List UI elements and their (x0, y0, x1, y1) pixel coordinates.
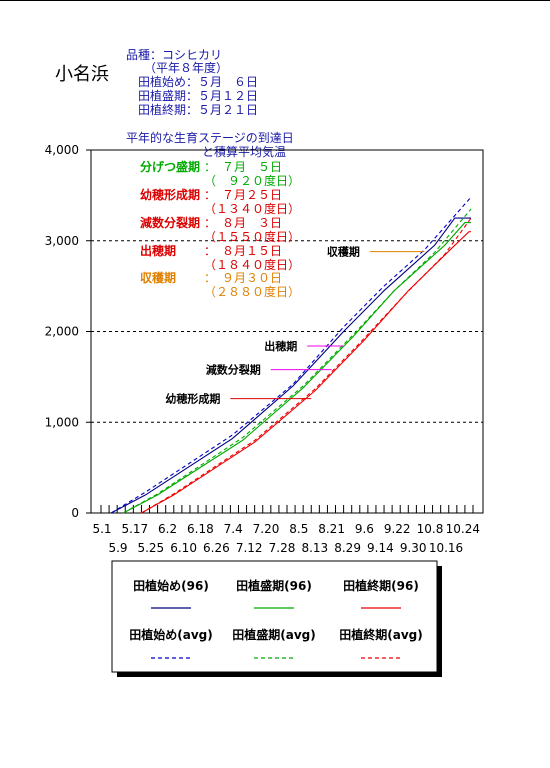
x-tick-label: 9.30 (400, 541, 427, 555)
planting-end-line: 田植終期：５月２１日 (138, 102, 258, 117)
x-tick-label: 6.26 (203, 541, 230, 555)
x-tick-label: 10.16 (429, 541, 463, 555)
stage-degree-meiosis: （１５５０度日） (204, 229, 300, 244)
stage-list: 分げつ盛期 ： ７月 ５日 （ ９２０度日） 幼穂形成期 ： ７月２５日 （１３… (140, 159, 300, 299)
stage-degree-harvest: （２８８０度日） (204, 284, 300, 299)
legend-label-1: 田植盛期(96) (236, 578, 312, 593)
annotation-label-1: 出穂期 (264, 339, 297, 353)
year-line: （平年８年度） (144, 60, 228, 75)
x-tick-label: 7.20 (253, 522, 280, 536)
legend: 田植始め(96) 田植盛期(96) 田植終期(96) 田植始め(avg) 田植盛期(av… (111, 560, 442, 677)
y-tick-label: 0 (71, 506, 79, 520)
legend-label-0: 田植始め(96) (133, 578, 209, 593)
series-line-1 (122, 222, 471, 514)
stage-label-tillering: 分げつ盛期 (140, 159, 200, 174)
x-tick-label: 6.2 (158, 522, 177, 536)
x-tick-label: 7.4 (224, 522, 243, 536)
stage-label-panicle: 幼穂形成期 (140, 187, 200, 202)
series-line-2 (141, 231, 471, 514)
stage-date-tillering: ： ７月 ５日 (204, 160, 282, 174)
stage-label-heading: 出穂期 (140, 243, 176, 258)
stage-date-harvest: ： ９月３０日 (204, 271, 282, 285)
x-tick-label: 5.25 (137, 541, 164, 555)
location-title: 小名浜 (55, 64, 109, 85)
annotation-label-0: 収穫期 (327, 245, 360, 259)
legend-label-4: 田植盛期(avg) (232, 627, 315, 642)
x-tick-label: 6.18 (187, 522, 214, 536)
x-tick-label: 6.10 (170, 541, 197, 555)
x-tick-label: 9.6 (355, 522, 374, 536)
stage-degree-tillering: （ ９２０度日） (204, 173, 300, 188)
x-tick-label: 9.14 (367, 541, 394, 555)
annotation-label-2: 減数分裂期 (206, 363, 261, 377)
x-tick-label: 8.5 (289, 522, 308, 536)
x-tick-label: 7.28 (269, 541, 296, 555)
stage-label-meiosis: 減数分裂期 (140, 215, 200, 230)
x-tick-label: 5.17 (121, 522, 148, 536)
y-axis: 0 1,000 2,000 3,000 4,000 (45, 143, 91, 520)
legend-box (111, 560, 438, 673)
series-line-3 (110, 196, 472, 514)
stage-date-heading: ： ８月１５日 (204, 244, 282, 258)
x-tick-label: 7.12 (236, 541, 263, 555)
x-tick-label: 8.21 (318, 522, 345, 536)
planting-peak-line: 田植盛期：５月１２日 (138, 88, 258, 103)
stage-title-2: と積算平均気温 (202, 144, 286, 159)
stage-date-meiosis: ： ８月 ３日 (204, 216, 282, 230)
y-tick-label: 3,000 (45, 234, 79, 248)
legend-label-3: 田植始め(avg) (129, 627, 212, 642)
legend-label-2: 田植終期(96) (343, 578, 419, 593)
stage-degree-panicle: （１３４０度日） (204, 201, 300, 216)
x-tick-label: 5.1 (92, 522, 111, 536)
x-tick-label: 9.22 (384, 522, 411, 536)
stage-title-1: 平年的な生育ステージの到達日 (126, 130, 294, 145)
y-tick-label: 1,000 (45, 415, 79, 429)
series-group (110, 196, 472, 514)
variety-line: 品種：コシヒカリ (126, 48, 222, 62)
x-tick-label: 8.29 (334, 541, 361, 555)
annotation-label-3: 幼穂形成期 (165, 392, 220, 406)
legend-label-5: 田植終期(avg) (339, 627, 422, 642)
x-axis: 5.1 5.17 6.2 6.18 7.4 7.20 8.5 8.21 9.6 9.22 10.8 1… (92, 505, 480, 555)
stage-date-panicle: ： ７月２５日 (204, 188, 282, 202)
stage-degree-heading: （１８４０度日） (204, 257, 300, 272)
series-line-4 (122, 208, 472, 514)
planting-start-line: 田植始め：５月 ６日 (138, 74, 258, 89)
x-tick-label: 10.8 (417, 522, 444, 536)
stage-label-harvest: 収穫期 (140, 270, 176, 285)
y-tick-label: 2,000 (45, 325, 79, 339)
y-tick-label: 4,000 (45, 143, 79, 157)
series-line-0 (110, 217, 471, 514)
x-tick-label: 5.9 (108, 541, 127, 555)
series-line-5 (141, 217, 472, 514)
grid-lines (91, 240, 483, 423)
x-tick-label: 10.24 (446, 522, 480, 536)
x-tick-label: 8.13 (301, 541, 328, 555)
